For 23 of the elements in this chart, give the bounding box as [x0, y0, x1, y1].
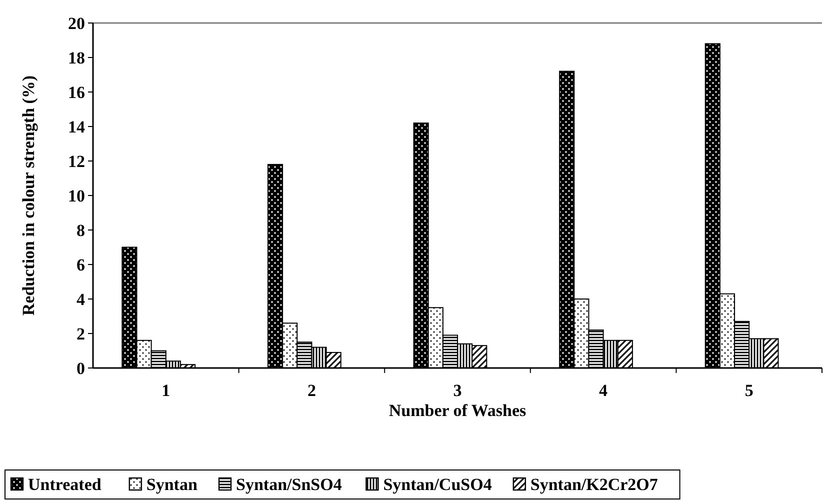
legend-label: Syntan — [146, 475, 198, 494]
legend-label: Untreated — [28, 475, 102, 494]
y-tick-label: 20 — [68, 14, 85, 33]
y-tick-label: 16 — [68, 82, 85, 102]
y-tick-label: 10 — [68, 186, 85, 206]
x-axis-title: Number of Washes — [388, 401, 527, 420]
x-tick-label: 3 — [453, 381, 462, 400]
y-tick-label: 12 — [68, 152, 85, 171]
y-tick-label: 2 — [76, 324, 85, 344]
x-tick-label: 5 — [744, 381, 754, 400]
y-tick-label: 18 — [68, 48, 85, 68]
legend-label: Syntan/K2Cr2O7 — [530, 475, 658, 494]
y-tick-label: 14 — [68, 117, 86, 136]
x-tick-label: 2 — [307, 381, 316, 400]
y-axis-title: Reduction in colour strength (%) — [19, 75, 38, 316]
x-tick-label: 4 — [599, 381, 608, 400]
y-tick-label: 0 — [76, 358, 85, 378]
legend-label: Syntan/CuSO4 — [383, 475, 492, 494]
y-tick-label: 4 — [76, 290, 86, 309]
x-tick-label: 1 — [162, 381, 170, 400]
legend-label: Syntan/SnSO4 — [236, 475, 342, 494]
y-tick-label: 6 — [76, 255, 85, 274]
y-tick-label: 8 — [76, 220, 85, 240]
